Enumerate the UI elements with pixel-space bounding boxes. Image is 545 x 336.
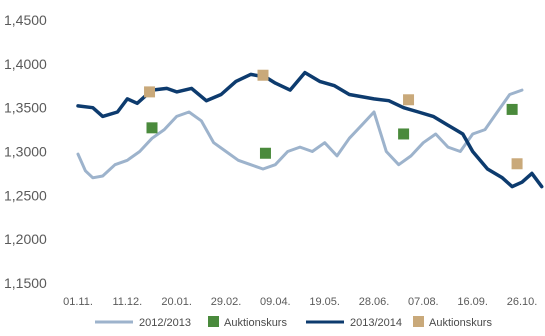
auktionskurs-marker (403, 94, 415, 106)
x-tick-label: 19.05. (309, 296, 340, 308)
legend: 2012/2013 Auktionskurs 2013/2014 Auktionsku… (95, 316, 492, 329)
auktionskurs-marker (511, 158, 523, 170)
legend-label: 2013/2014 (350, 317, 402, 329)
auktionskurs-marker (257, 69, 269, 81)
x-tick-label: 26.10. (507, 296, 538, 308)
legend-label: Auktionskurs (429, 317, 492, 329)
x-tick-label: 11.12. (112, 296, 142, 308)
x-axis: 01.11. 11.12. 20.01. 29.02. 09.04. 19.05. 28.0… (63, 296, 537, 308)
legend-swatch-marker (413, 316, 424, 327)
y-axis: 1,4500 1,4000 1,3500 1,3000 1,2500 1,2000 1,15… (4, 12, 47, 291)
legend-label: 2012/2013 (139, 317, 191, 329)
legend-swatch-marker (208, 316, 219, 327)
y-tick-label: 1,4000 (4, 56, 47, 72)
y-tick-label: 1,2500 (4, 187, 47, 203)
auktionskurs-marker (146, 122, 158, 134)
y-tick-label: 1,3500 (4, 100, 47, 116)
legend-label: Auktionskurs (224, 317, 287, 329)
x-tick-label: 16.09. (457, 296, 488, 308)
y-tick-label: 1,4500 (4, 12, 47, 28)
x-tick-label: 29.02. (211, 296, 242, 308)
auktionskurs-marker (506, 103, 518, 115)
x-tick-label: 07.08. (408, 296, 439, 308)
y-tick-label: 1,3000 (4, 144, 47, 160)
x-tick-label: 09.04. (260, 296, 291, 308)
y-tick-label: 1,2000 (4, 231, 47, 247)
auktionskurs-marker (259, 147, 271, 159)
series-line-2012-2013 (76, 88, 524, 180)
plot-area (76, 69, 544, 189)
auktionskurs-marker (144, 86, 156, 98)
auktionskurs-marker (398, 128, 410, 140)
y-tick-label: 1,1500 (4, 275, 47, 291)
x-tick-label: 28.06. (359, 296, 390, 308)
x-tick-label: 01.11. (63, 296, 93, 308)
x-tick-label: 20.01. (161, 296, 192, 308)
